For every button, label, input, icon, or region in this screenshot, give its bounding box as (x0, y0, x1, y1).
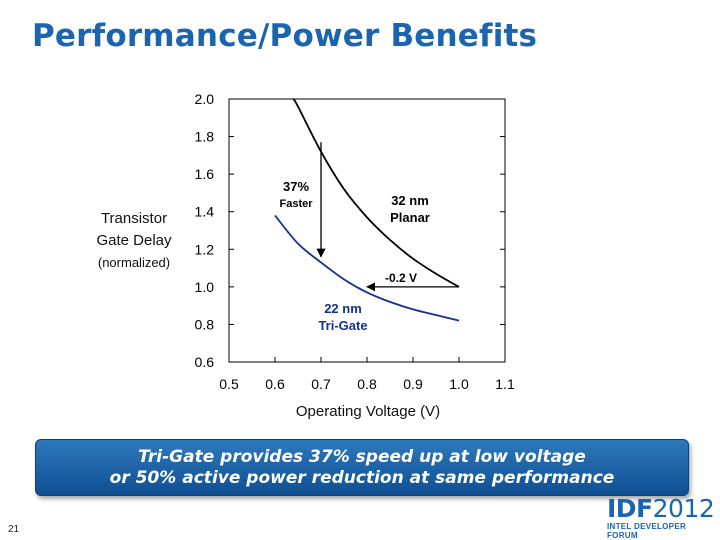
annotation-37-faster-text-2: Faster (279, 198, 313, 210)
x-tick-label-2: 0.7 (311, 376, 331, 392)
x-axis-label: Operating Voltage (V) (296, 403, 440, 420)
y-tick-label-0: 0.6 (195, 354, 215, 370)
x-tick-label-0: 0.5 (219, 376, 239, 392)
banner-line-2: or 50% active power reduction at same pe… (109, 467, 615, 488)
series-22nm-trigate-label-2: Tri-Gate (318, 318, 367, 333)
y-tick-label-7: 2.0 (195, 91, 215, 107)
y-tick-label-1: 0.8 (195, 316, 215, 332)
page-number: 21 (8, 524, 20, 535)
y-tick-label-5: 1.6 (195, 166, 215, 182)
logo-main-light: 2012 (652, 494, 715, 523)
series-22nm-trigate-label-1: 22 nm (324, 301, 362, 316)
y-tick-label-3: 1.2 (195, 241, 215, 257)
logo-main: IDF2012 (607, 496, 715, 522)
summary-banner: Tri-Gate provides 37% speed up at low vo… (35, 439, 689, 496)
annotation-minus-0-2v-text-1: -0.2 V (385, 271, 417, 285)
series-32nm-planar-line (292, 98, 460, 288)
banner-line-1: Tri-Gate provides 37% speed up at low vo… (138, 446, 586, 467)
series-22nm-trigate-line (274, 214, 460, 322)
y-tick-label-2: 1.0 (195, 279, 215, 295)
logo-main-bold: IDF (607, 494, 653, 523)
x-tick-label-1: 0.6 (265, 376, 285, 392)
annotation-37-faster-text-1: 37% (283, 179, 309, 194)
slide-title: Performance/Power Benefits (32, 18, 538, 54)
idf-logo: IDF2012 INTEL DEVELOPER FORUM (607, 496, 715, 540)
x-tick-label-5: 1.0 (449, 376, 469, 392)
logo-subtitle: INTEL DEVELOPER FORUM (607, 522, 687, 540)
y-axis-label-line-3: (normalized) (97, 255, 171, 270)
x-tick-label-4: 0.9 (403, 376, 423, 392)
x-tick-label-3: 0.8 (357, 376, 377, 392)
y-axis-label-line-1: Transistor (100, 210, 168, 227)
y-tick-label-4: 1.4 (195, 204, 215, 220)
series-32nm-planar-label-1: 32 nm (391, 193, 429, 208)
y-tick-label-6: 1.8 (195, 129, 215, 145)
series-32nm-planar-label-2: Planar (390, 210, 430, 225)
y-axis-label: Transistor Gate Delay (normalized) (80, 208, 188, 274)
y-axis-label-line-2: Gate Delay (96, 232, 172, 249)
x-tick-label-6: 1.1 (495, 376, 515, 392)
